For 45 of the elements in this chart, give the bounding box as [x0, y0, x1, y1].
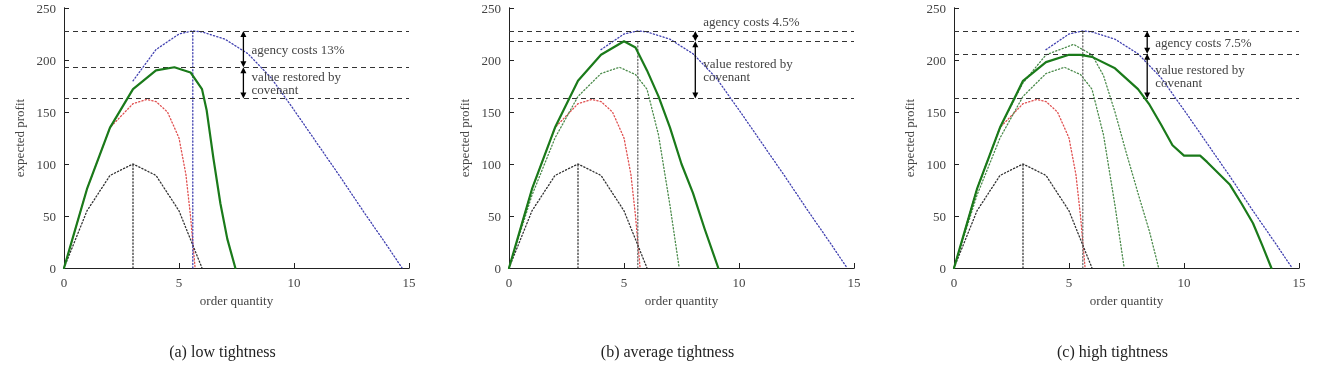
- x-tick-label: 0: [505, 275, 513, 290]
- text: (c) high tightness: [1056, 342, 1169, 361]
- x-tick-label: 5: [1065, 275, 1073, 290]
- y-tick-label: 200: [481, 52, 501, 68]
- y-axis-title: expected profit: [11, 98, 27, 178]
- annotation: agency costs 13%: [251, 41, 345, 57]
- x-tick-label: 10: [287, 275, 301, 290]
- y-tick-label: 100: [36, 156, 56, 172]
- y-tick-label: 150: [481, 104, 501, 120]
- x-tick-label: 15: [1292, 275, 1306, 290]
- x-tick-label: 0: [950, 275, 958, 290]
- x-tick-label: 15: [847, 275, 861, 290]
- x-axis-title: order quantity: [1089, 292, 1164, 308]
- annotation: agency costs 4.5%: [703, 14, 800, 30]
- annotation: value restored by covenant: [703, 55, 797, 84]
- y-tick-label: 150: [36, 104, 56, 120]
- y-axis-title: expected profit: [456, 98, 472, 178]
- annotation: agency costs 7.5%: [1155, 34, 1252, 50]
- x-tick-label: 0: [60, 275, 68, 290]
- y-tick-label: 100: [926, 156, 946, 172]
- x-axis-title: order quantity: [199, 292, 274, 308]
- y-tick-label: 0: [494, 260, 501, 276]
- y-tick-label: 200: [926, 52, 946, 68]
- x-tick-label: 15: [402, 275, 416, 290]
- x-tick-label: 10: [732, 275, 746, 290]
- annotation: value restored by covenant: [251, 68, 345, 97]
- x-tick-label: 5: [175, 275, 183, 290]
- y-tick-label: 100: [481, 156, 501, 172]
- y-tick-label: 50: [488, 208, 501, 224]
- y-tick-label: 50: [933, 208, 946, 224]
- y-tick-label: 50: [43, 208, 56, 224]
- y-axis-title: expected profit: [901, 98, 917, 178]
- x-tick-label: 5: [620, 275, 628, 290]
- y-tick-label: 250: [481, 0, 501, 16]
- x-axis-title: order quantity: [644, 292, 719, 308]
- y-tick-label: 150: [926, 104, 946, 120]
- y-tick-label: 0: [939, 260, 946, 276]
- y-tick-label: 200: [36, 52, 56, 68]
- annotation: value restored by covenant: [1155, 62, 1248, 91]
- y-tick-label: 0: [49, 260, 56, 276]
- x-tick-label: 10: [1177, 275, 1191, 290]
- text: (b) average tightness: [600, 342, 735, 361]
- y-tick-label: 250: [926, 0, 946, 16]
- y-tick-label: 250: [36, 0, 56, 16]
- text: (a) low tightness: [169, 342, 276, 361]
